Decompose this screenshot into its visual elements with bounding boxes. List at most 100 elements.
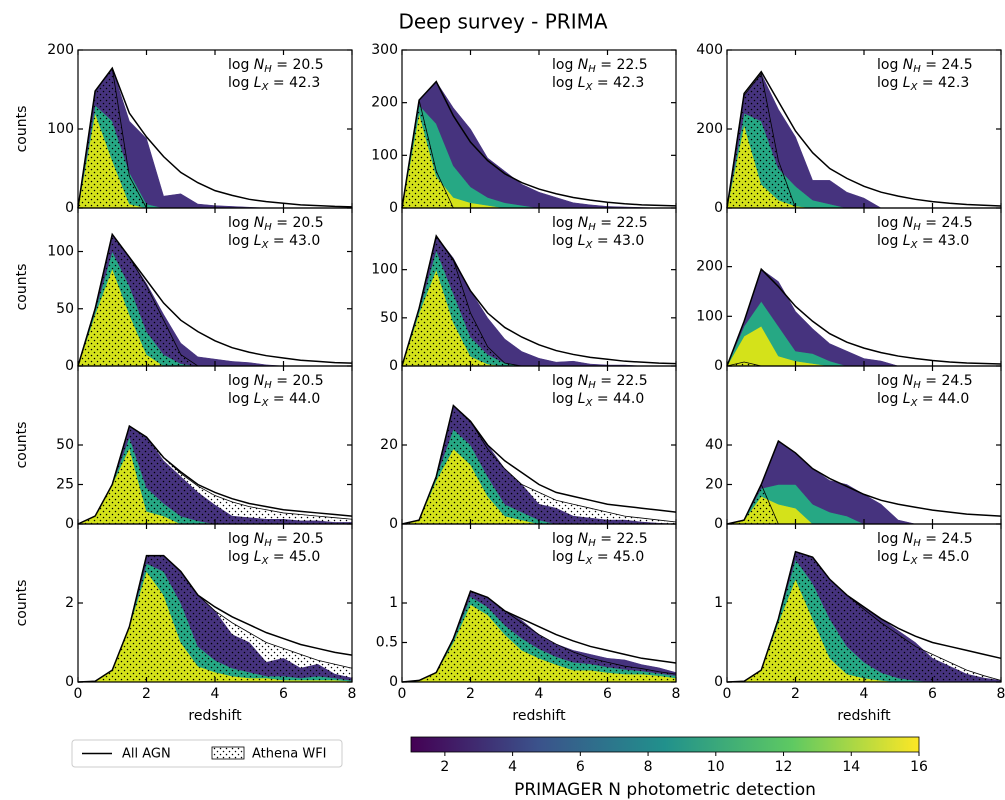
y-tick-label: 0 — [389, 358, 398, 374]
x-tick-label: 6 — [928, 686, 937, 702]
y-tick-label: 300 — [371, 42, 398, 58]
x-tick-label: 2 — [142, 686, 151, 702]
y-tick-label: 50 — [380, 310, 398, 326]
annotation: log NH = 22.5 — [552, 215, 648, 233]
all-agn-line — [401, 234, 677, 367]
x-tick-label: 6 — [279, 686, 288, 702]
y-tick-label: 50 — [56, 437, 74, 453]
y-tick-label: 0 — [65, 516, 74, 532]
athena-area — [401, 234, 676, 367]
annotation: log LX = 43.0 — [228, 233, 320, 251]
y-tick-label: 0 — [714, 200, 723, 216]
x-axis-label: redshift — [512, 708, 566, 724]
all-agn-line — [726, 267, 1002, 367]
annotation: log LX = 45.0 — [552, 549, 644, 567]
y-axis-label: counts — [14, 264, 30, 311]
y-tick-label: 100 — [696, 308, 723, 324]
colorbar — [410, 736, 920, 753]
all-agn-line — [401, 80, 677, 209]
stacked-area — [726, 73, 1001, 209]
y-tick-label: 100 — [371, 262, 398, 278]
colorbar-tick-label: 16 — [910, 759, 928, 775]
colorbar-tick-label: 10 — [707, 759, 725, 775]
all-agn-line — [401, 590, 677, 683]
y-tick-label: 0 — [714, 516, 723, 532]
all-agn-line — [77, 66, 353, 209]
colorbar-tick-label: 12 — [775, 759, 793, 775]
all-agn-line — [726, 439, 1002, 525]
stacked-area — [726, 268, 1001, 367]
annotation: log LX = 42.3 — [228, 75, 320, 93]
x-tick-label: 0 — [398, 686, 407, 702]
legend: All AGN Athena WFI — [71, 739, 343, 768]
y-tick-label: 0.5 — [376, 635, 398, 651]
colorbar-tick-label: 2 — [440, 759, 449, 775]
annotation: log NH = 20.5 — [228, 57, 324, 75]
legend-hatch — [211, 746, 245, 760]
y-tick-label: 0 — [389, 200, 398, 216]
x-axis-label: redshift — [837, 708, 891, 724]
x-tick-label: 8 — [348, 686, 357, 702]
legend-frame — [71, 739, 343, 768]
y-tick-label: 0 — [65, 674, 74, 690]
annotation: log NH = 24.5 — [877, 215, 973, 233]
athena-area — [401, 590, 677, 683]
x-tick-label: 8 — [997, 686, 1005, 702]
y-tick-label: 0 — [389, 516, 398, 532]
x-tick-label: 0 — [723, 686, 732, 702]
y-tick-label: 0 — [65, 200, 74, 216]
y-tick-label: 20 — [705, 477, 723, 493]
annotation: log LX = 43.0 — [552, 233, 644, 251]
x-tick-label: 8 — [672, 686, 681, 702]
annotation: log NH = 22.5 — [552, 531, 648, 549]
annotation: log NH = 22.5 — [552, 57, 648, 75]
y-tick-label: 200 — [47, 42, 74, 58]
y-axis-label: counts — [14, 106, 30, 153]
colorbar-tick-label: 6 — [576, 759, 585, 775]
annotation: log LX = 43.0 — [877, 233, 969, 251]
all-agn-line — [77, 424, 353, 525]
x-tick-label: 2 — [466, 686, 475, 702]
annotation: log LX = 42.3 — [877, 75, 969, 93]
y-tick-label: 1 — [714, 595, 723, 611]
annotation: log NH = 20.5 — [228, 531, 324, 549]
annotation: log LX = 45.0 — [877, 549, 969, 567]
x-tick-label: 4 — [211, 686, 220, 702]
x-axis-label: redshift — [188, 708, 242, 724]
y-tick-label: 0 — [389, 674, 398, 690]
y-tick-label: 20 — [380, 437, 398, 453]
figure-title: Deep survey - PRIMA — [398, 10, 607, 34]
y-axis-label: counts — [14, 580, 30, 627]
athena-area — [77, 233, 352, 367]
annotation: log NH = 24.5 — [877, 373, 973, 391]
y-tick-label: 100 — [47, 244, 74, 260]
annotation: log NH = 20.5 — [228, 373, 324, 391]
y-tick-label: 40 — [705, 437, 723, 453]
x-tick-label: 2 — [791, 686, 800, 702]
y-tick-label: 2 — [65, 595, 74, 611]
x-tick-label: 4 — [535, 686, 544, 702]
colorbar-label: PRIMAGER N photometric detection — [514, 780, 816, 800]
y-tick-label: 100 — [47, 121, 74, 137]
y-tick-label: 0 — [714, 358, 723, 374]
y-tick-label: 100 — [371, 147, 398, 163]
annotation: log NH = 22.5 — [552, 373, 648, 391]
y-tick-label: 400 — [696, 42, 723, 58]
y-tick-label: 0 — [65, 358, 74, 374]
legend-label: All AGN — [122, 747, 171, 762]
x-tick-label: 6 — [603, 686, 612, 702]
y-tick-label: 1 — [389, 595, 398, 611]
annotation: log NH = 20.5 — [228, 215, 324, 233]
x-tick-label: 0 — [74, 686, 83, 702]
all-agn-line — [726, 550, 1002, 683]
annotation: log LX = 44.0 — [552, 391, 644, 409]
annotation: log LX = 42.3 — [552, 75, 644, 93]
y-axis-label: counts — [14, 422, 30, 469]
y-tick-label: 200 — [696, 259, 723, 275]
stacked-area — [401, 81, 676, 209]
all-agn-line — [77, 554, 353, 683]
y-tick-label: 200 — [371, 95, 398, 111]
x-tick-label: 4 — [860, 686, 869, 702]
annotation: log LX = 44.0 — [228, 391, 320, 409]
